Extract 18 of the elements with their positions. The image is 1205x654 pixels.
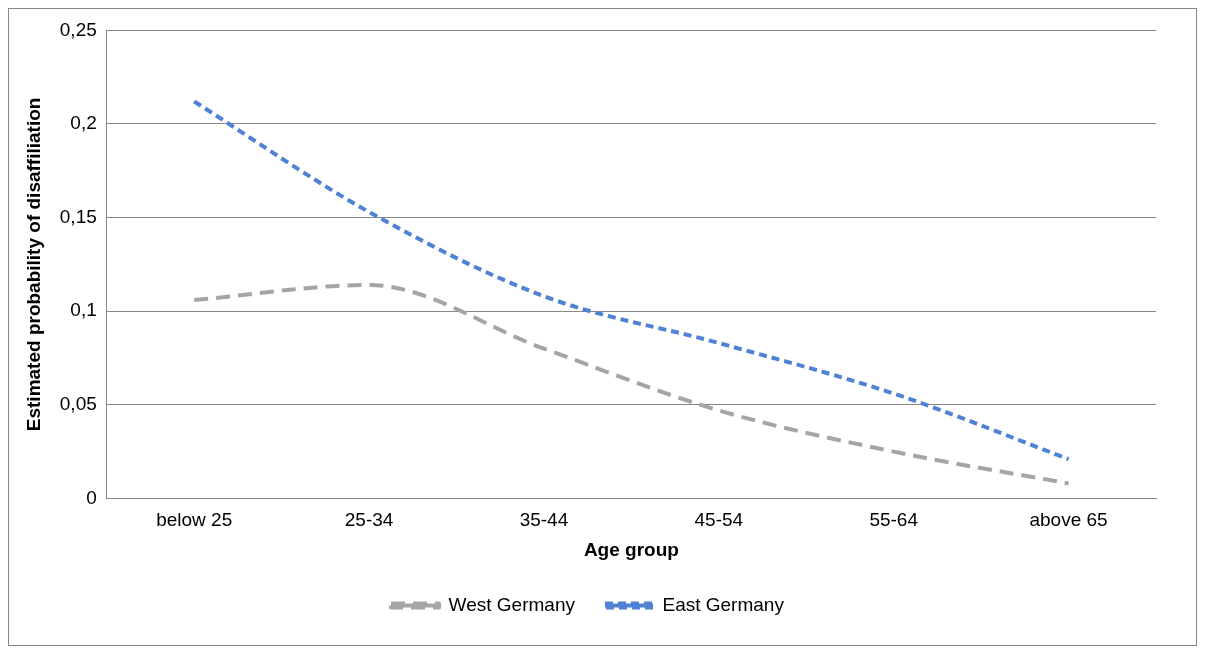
- x-tick-label: 45-54: [694, 509, 744, 531]
- y-tick-label: 0,2: [70, 112, 97, 134]
- y-tick-label: 0: [86, 486, 97, 508]
- x-axis-title: Age group: [583, 538, 679, 560]
- y-tick-label: 0,05: [59, 393, 97, 415]
- y-tick-label: 0,25: [59, 18, 97, 40]
- x-tick-label: above 65: [1029, 509, 1108, 531]
- line-series: [192, 99, 1071, 462]
- x-tick-label: below 25: [156, 509, 233, 531]
- x-tick-label: 55-64: [869, 509, 919, 531]
- x-tick-label: 35-44: [519, 509, 569, 531]
- legend-label: West Germany: [448, 593, 576, 615]
- y-axis-title: Estimated probability of disaffiliation: [22, 97, 44, 432]
- line-series: [192, 282, 1071, 486]
- legend-label: East Germany: [662, 593, 785, 615]
- x-tick-label: 25-34: [344, 509, 394, 531]
- y-tick-label: 0,15: [59, 205, 97, 227]
- y-tick-label: 0,1: [70, 299, 97, 321]
